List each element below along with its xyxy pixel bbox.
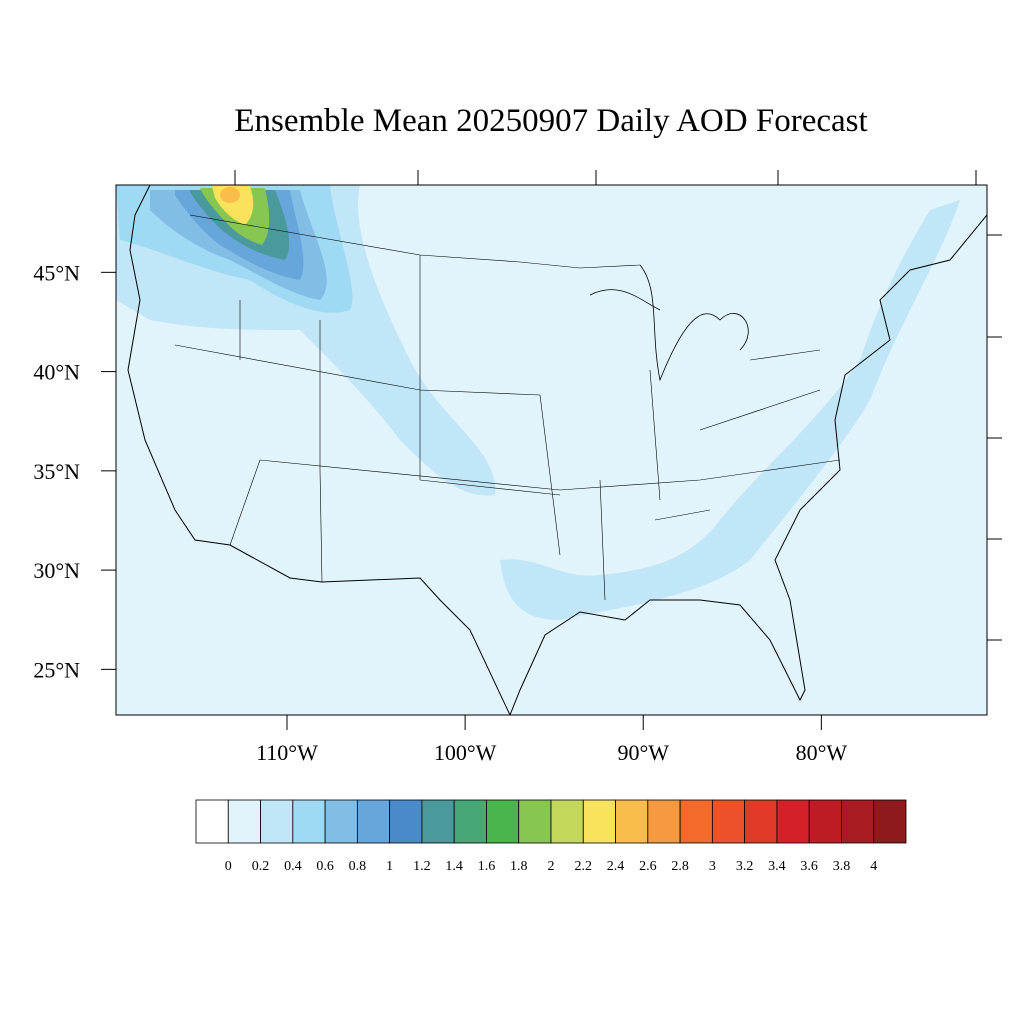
colorbar-box <box>808 799 842 844</box>
colorbar-label: 3.6 <box>800 859 818 874</box>
colorbar-label: 1.2 <box>413 859 431 874</box>
colorbar-box <box>582 799 616 844</box>
lon-tick-label: 80°W <box>796 740 848 765</box>
colorbar-box <box>841 799 875 844</box>
colorbar-box <box>421 799 455 844</box>
aod-plume <box>220 187 240 203</box>
colorbar-box <box>550 799 584 844</box>
colorbar-label: 2.6 <box>639 859 657 874</box>
axes-and-colorbar: 45°N 40°N 35°N 30°N 25°N 110°W 100°W 90°W 80°W 0 0… <box>33 260 907 874</box>
lon-tick-label: 100°W <box>434 740 497 765</box>
colorbar-label: 0.2 <box>252 859 270 874</box>
lat-tick-label: 40°N <box>33 360 80 385</box>
aod-plume <box>500 200 960 620</box>
colorbar-label: 2.8 <box>671 859 689 874</box>
frame-ticks <box>234 170 1002 641</box>
colorbar-box <box>744 799 778 844</box>
colorbar-box <box>195 799 229 844</box>
lon-tick-label: 90°W <box>617 740 669 765</box>
colorbar-label: 2.2 <box>575 859 593 874</box>
colorbar-label: 0.4 <box>284 859 302 874</box>
colorbar-label: 1 <box>386 859 393 874</box>
lon-tick-label: 110°W <box>256 740 318 765</box>
colorbar-label: 3.2 <box>736 859 754 874</box>
colorbar-label: 1.8 <box>510 859 528 874</box>
colorbar-box <box>356 799 391 844</box>
colorbar-label: 4 <box>870 859 877 874</box>
map-title: Ensemble Mean 20250907 Daily AOD Forecas… <box>234 103 867 139</box>
colorbar-label: 0.6 <box>316 859 334 874</box>
colorbar-box <box>518 799 552 844</box>
colorbar-box <box>776 799 810 844</box>
lat-tick-label: 25°N <box>33 657 80 682</box>
colorbar-box <box>615 799 649 844</box>
colorbar-box <box>453 799 487 844</box>
lat-tick-label: 35°N <box>33 459 80 484</box>
boundaries <box>127 185 987 715</box>
colorbar-label: 1.4 <box>445 859 463 874</box>
colorbar-label: 2.4 <box>607 859 625 874</box>
aod-field <box>116 185 960 620</box>
colorbar-box <box>292 799 326 844</box>
colorbar-label: 3 <box>709 859 716 874</box>
colorbar-box <box>711 799 746 844</box>
colorbar-label: 1.6 <box>478 859 496 874</box>
colorbar-box <box>873 799 907 844</box>
colorbar-label: 0 <box>225 859 232 874</box>
colorbar-label: 0.8 <box>349 859 367 874</box>
colorbar-box <box>227 799 261 844</box>
colorbar-box <box>647 799 681 844</box>
colorbar-box <box>486 799 520 844</box>
colorbar-label: 3.8 <box>833 859 851 874</box>
colorbar-label: 2 <box>548 859 555 874</box>
lat-tick-label: 30°N <box>33 558 80 583</box>
colorbar-label: 3.4 <box>768 859 786 874</box>
colorbar-box <box>389 799 423 844</box>
colorbar-box <box>679 799 713 844</box>
lat-tick-label: 45°N <box>33 260 80 285</box>
colorbar-box <box>324 799 358 844</box>
map-frame <box>115 184 988 716</box>
colorbar-box <box>260 799 294 844</box>
